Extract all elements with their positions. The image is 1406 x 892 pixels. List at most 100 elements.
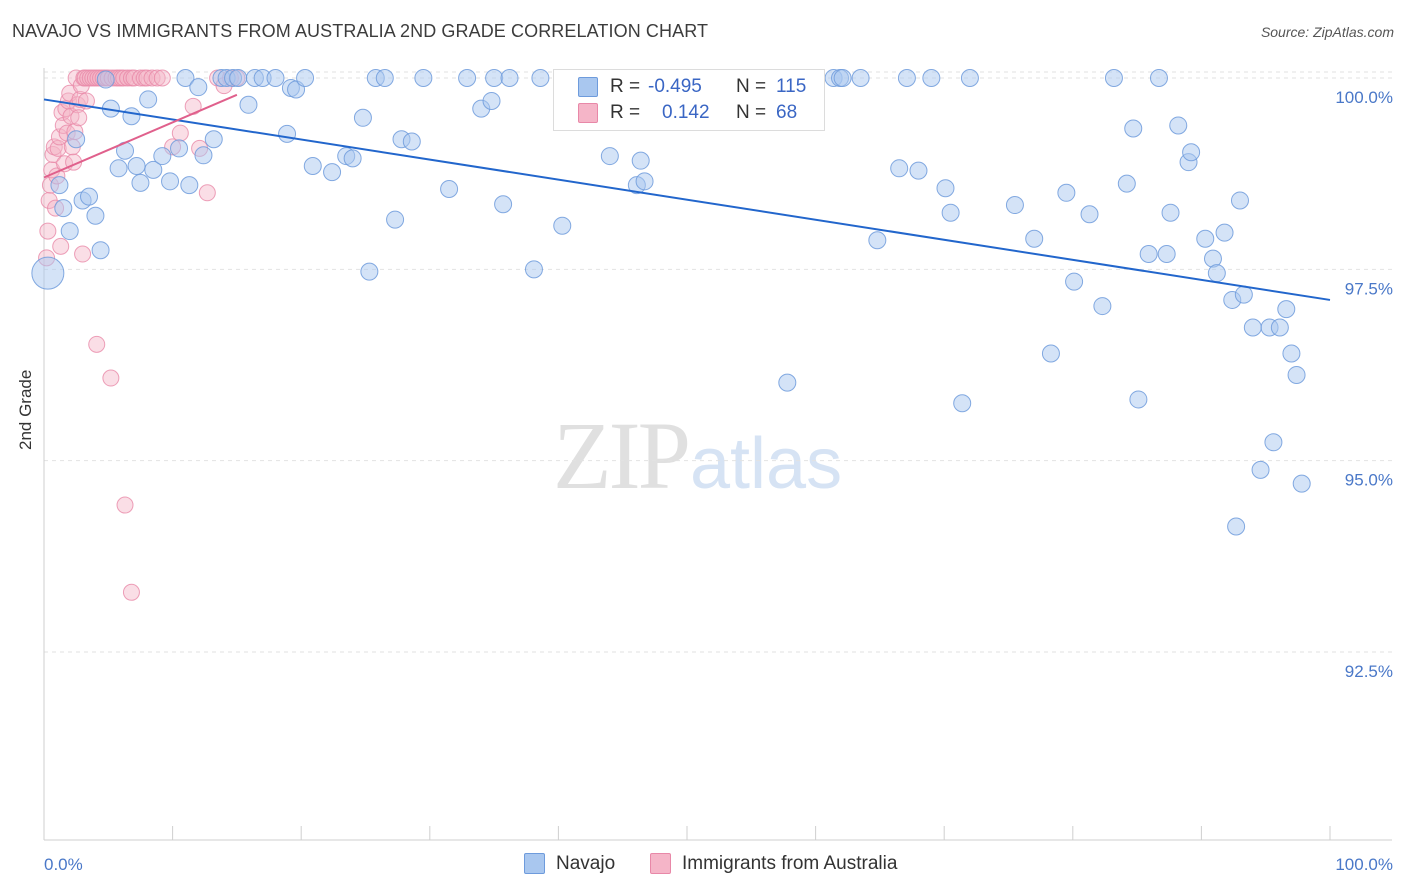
navajo-point bbox=[953, 394, 972, 413]
navajo-point bbox=[1215, 223, 1234, 242]
navajo-point bbox=[1182, 143, 1201, 162]
navajo-point bbox=[127, 157, 146, 176]
australia-point bbox=[122, 583, 140, 601]
navajo-point bbox=[86, 206, 105, 225]
navajo-point bbox=[50, 176, 69, 195]
australia-point bbox=[52, 237, 70, 255]
watermark-atlas: atlas bbox=[690, 424, 843, 504]
navajo-point bbox=[1234, 285, 1253, 304]
navajo-point bbox=[909, 161, 928, 180]
australia-point bbox=[148, 69, 166, 87]
source-credit: Source: ZipAtlas.com bbox=[1260, 24, 1394, 40]
legend-r-value: -0.495 bbox=[648, 76, 702, 97]
navajo-point bbox=[1251, 460, 1270, 479]
legend-r-value: 0.142 bbox=[662, 102, 710, 123]
chart-title: NAVAJO VS IMMIGRANTS FROM AUSTRALIA 2ND … bbox=[12, 21, 709, 41]
y-tick-label: 100.0% bbox=[1335, 88, 1393, 107]
navajo-point bbox=[1041, 344, 1060, 363]
australia-point bbox=[88, 335, 106, 353]
navajo-point bbox=[941, 203, 960, 222]
correlation-legend: R = -0.495 N = 115 R = 0.142 N = 68 bbox=[553, 69, 825, 131]
navajo-point bbox=[266, 69, 285, 87]
navajo-point bbox=[161, 172, 180, 191]
navajo-point bbox=[1149, 69, 1168, 87]
navajo-point bbox=[1264, 433, 1283, 452]
axis-layer bbox=[43, 68, 1392, 841]
navajo-point bbox=[485, 69, 504, 87]
navajo-point bbox=[96, 70, 115, 89]
tick-labels: 100.0% 97.5% 95.0% 92.5% 0.0% 100.0% bbox=[44, 88, 1393, 874]
navajo-point bbox=[189, 78, 208, 97]
australia-swatch bbox=[578, 103, 598, 123]
navajo-point bbox=[360, 262, 379, 281]
legend-n-value: 68 bbox=[776, 102, 798, 123]
navajo-point bbox=[1025, 229, 1044, 248]
navajo-point bbox=[303, 157, 322, 176]
navajo-point bbox=[1161, 203, 1180, 222]
navajo-point bbox=[122, 107, 141, 126]
navajo-point bbox=[402, 132, 421, 151]
navajo-point bbox=[635, 172, 654, 191]
navajo-point bbox=[60, 222, 79, 241]
navajo-point bbox=[1157, 245, 1176, 264]
navajo-point bbox=[1124, 119, 1143, 138]
navajo-point bbox=[600, 147, 619, 166]
navajo-point bbox=[1093, 297, 1112, 316]
navajo-point bbox=[494, 195, 513, 214]
navajo-point bbox=[936, 179, 955, 198]
australia-point bbox=[102, 369, 120, 387]
navajo-point bbox=[144, 160, 163, 179]
navajo-point bbox=[531, 69, 550, 87]
australia-point bbox=[116, 496, 134, 514]
navajo-point bbox=[131, 173, 150, 192]
navajo-point bbox=[204, 130, 223, 149]
australia-point bbox=[74, 245, 92, 263]
navajo-point bbox=[1169, 116, 1188, 135]
navajo-point bbox=[524, 260, 543, 279]
australia-point bbox=[153, 69, 171, 87]
navajo-point bbox=[343, 149, 362, 168]
y-tick-label: 95.0% bbox=[1345, 471, 1393, 490]
watermark: ZIPatlas bbox=[553, 400, 842, 511]
australia-point bbox=[143, 69, 161, 87]
navajo-swatch bbox=[578, 77, 598, 97]
navajo-point bbox=[323, 163, 342, 182]
navajo-point bbox=[922, 69, 941, 87]
australia-trend-line bbox=[43, 93, 238, 179]
navajo-point bbox=[54, 199, 73, 218]
navajo-point bbox=[1005, 196, 1024, 215]
legend-r-label: R = bbox=[610, 102, 641, 123]
navajo-point bbox=[868, 231, 887, 250]
navajo-legend-label: Navajo bbox=[556, 853, 616, 874]
watermark-zip: ZIP bbox=[553, 402, 691, 509]
australia-point bbox=[39, 222, 57, 240]
legend-r-label: R = bbox=[610, 76, 641, 97]
australia-point bbox=[131, 69, 149, 87]
legend-n-label: N = bbox=[736, 102, 767, 123]
navajo-point bbox=[458, 69, 477, 87]
navajo-point bbox=[1227, 517, 1246, 536]
navajo-point bbox=[1277, 300, 1296, 319]
navajo-point bbox=[1104, 69, 1123, 87]
navajo-point bbox=[353, 108, 372, 127]
navajo-point bbox=[296, 69, 315, 87]
australia-legend-swatch bbox=[650, 853, 671, 874]
navajo-point bbox=[229, 69, 248, 87]
navajo-point bbox=[1270, 318, 1289, 337]
australia-point bbox=[125, 69, 143, 87]
australia-point bbox=[119, 69, 137, 87]
navajo-point bbox=[239, 95, 258, 114]
navajo-point bbox=[500, 69, 519, 87]
navajo-point bbox=[278, 124, 297, 143]
navajo-point bbox=[1243, 318, 1262, 337]
navajo-point bbox=[1139, 245, 1158, 264]
trend-lines bbox=[43, 93, 1331, 301]
navajo-point bbox=[80, 187, 99, 206]
navajo-point bbox=[375, 69, 394, 87]
x-tick-label: 0.0% bbox=[44, 855, 83, 874]
series-legend: Navajo Immigrants from Australia bbox=[0, 852, 1406, 878]
navajo-point bbox=[778, 373, 797, 392]
navajo-point bbox=[833, 69, 852, 87]
australia-points bbox=[38, 69, 246, 601]
navajo-point bbox=[1287, 365, 1306, 384]
